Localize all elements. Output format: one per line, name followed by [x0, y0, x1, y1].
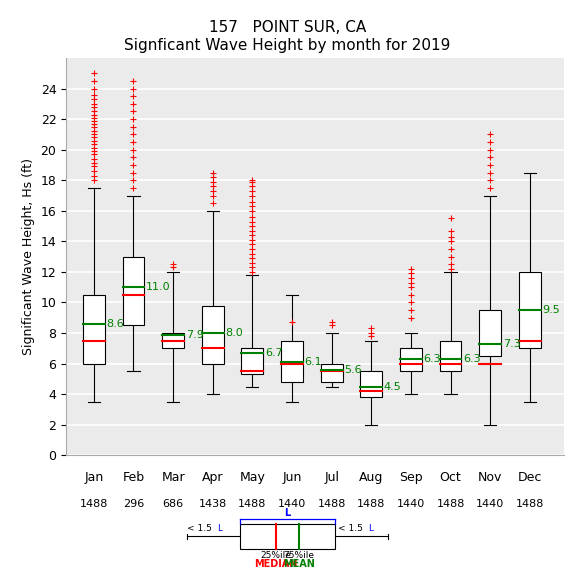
Text: L: L: [368, 524, 373, 533]
Text: 11.0: 11.0: [146, 282, 171, 292]
Text: 75%ile: 75%ile: [283, 550, 315, 560]
Text: 1440: 1440: [397, 499, 425, 509]
Text: 6.3: 6.3: [423, 354, 441, 364]
Text: 4.5: 4.5: [384, 382, 401, 392]
Text: Signficant Wave Height by month for 2019: Signficant Wave Height by month for 2019: [124, 38, 451, 53]
Text: MEDIAN: MEDIAN: [254, 559, 298, 569]
Bar: [202, 306, 224, 364]
Y-axis label: Significant Wave Height, Hs (ft): Significant Wave Height, Hs (ft): [22, 158, 35, 355]
Text: 8.0: 8.0: [225, 328, 243, 338]
Bar: [519, 272, 540, 349]
Text: 1488: 1488: [436, 499, 465, 509]
Text: 7.9: 7.9: [186, 329, 204, 339]
Text: 1488: 1488: [80, 499, 108, 509]
Bar: [400, 349, 422, 371]
Text: 25%ile: 25%ile: [260, 550, 292, 560]
Bar: [440, 340, 462, 371]
Text: L: L: [217, 524, 223, 533]
Text: Oct: Oct: [440, 471, 461, 484]
Text: 8.6: 8.6: [106, 319, 124, 329]
Text: Aug: Aug: [359, 471, 384, 484]
Text: 1488: 1488: [357, 499, 385, 509]
Bar: [321, 364, 343, 382]
Text: Sep: Sep: [399, 471, 423, 484]
Bar: [242, 349, 263, 374]
Text: 296: 296: [123, 499, 144, 509]
Text: 1488: 1488: [317, 499, 346, 509]
Text: May: May: [239, 471, 265, 484]
Bar: [240, 524, 335, 549]
Bar: [162, 333, 184, 349]
Text: 1440: 1440: [278, 499, 306, 509]
Text: Jul: Jul: [324, 471, 339, 484]
Bar: [480, 310, 501, 356]
Text: 6.7: 6.7: [265, 348, 283, 358]
Text: Nov: Nov: [478, 471, 503, 484]
Text: Mar: Mar: [162, 471, 185, 484]
Text: Feb: Feb: [122, 471, 144, 484]
Bar: [281, 340, 303, 382]
Text: Dec: Dec: [518, 471, 542, 484]
Text: 7.3: 7.3: [503, 339, 520, 349]
Text: 157   POINT SUR, CA: 157 POINT SUR, CA: [209, 20, 366, 35]
Text: < 1.5: < 1.5: [187, 524, 214, 533]
Text: 5.6: 5.6: [344, 365, 362, 375]
Text: 1488: 1488: [516, 499, 544, 509]
Bar: [122, 256, 144, 325]
Text: 6.1: 6.1: [305, 357, 322, 367]
Text: MEAN: MEAN: [283, 559, 315, 569]
Text: 1488: 1488: [238, 499, 267, 509]
Bar: [83, 295, 105, 364]
Text: Jan: Jan: [85, 471, 104, 484]
Text: 6.3: 6.3: [463, 354, 481, 364]
Text: 686: 686: [163, 499, 183, 509]
Text: 1438: 1438: [198, 499, 227, 509]
Bar: [361, 371, 382, 397]
Text: < 1.5: < 1.5: [338, 524, 366, 533]
Text: 1440: 1440: [476, 499, 504, 509]
Text: L: L: [285, 508, 290, 518]
Text: Jun: Jun: [282, 471, 302, 484]
Text: 9.5: 9.5: [542, 305, 560, 315]
Text: Apr: Apr: [202, 471, 224, 484]
